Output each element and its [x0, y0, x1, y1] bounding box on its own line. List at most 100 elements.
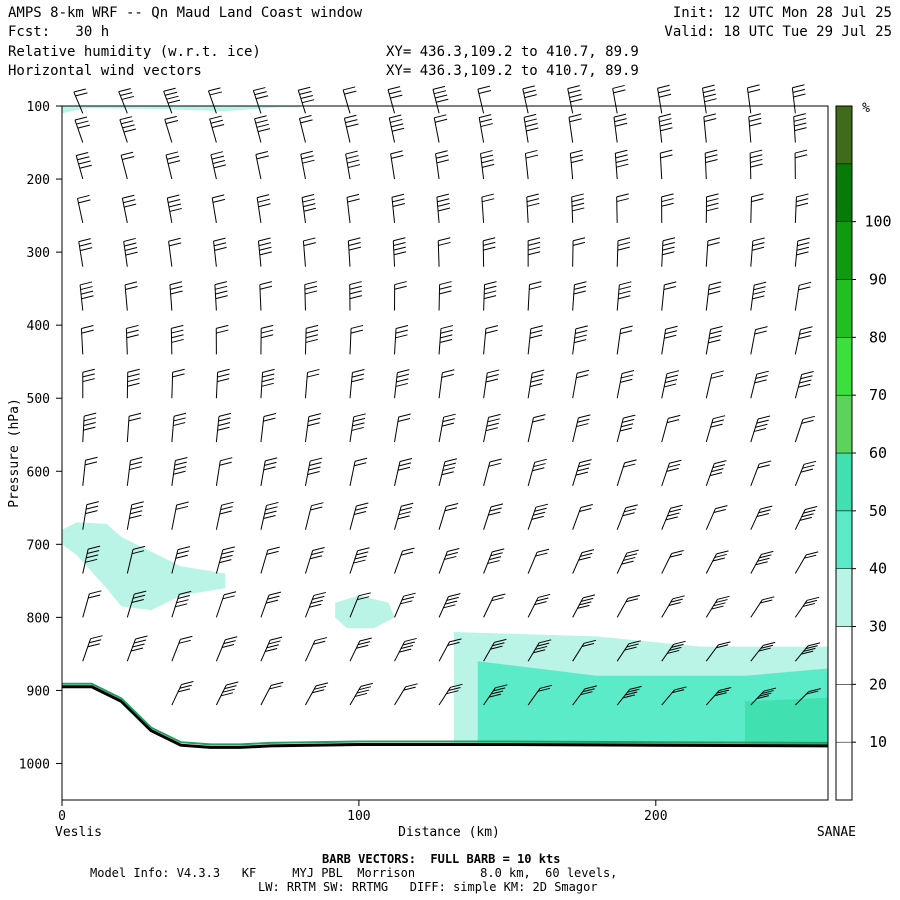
barb-flag — [82, 373, 95, 378]
barb-flag — [298, 86, 311, 91]
barb-flag — [669, 459, 682, 464]
barb-flag — [763, 687, 777, 692]
barb-flag — [617, 246, 630, 251]
barb-flag — [357, 641, 371, 646]
wind-barb — [304, 546, 325, 574]
barb-staff — [527, 462, 536, 487]
wind-barb — [82, 456, 98, 486]
barb-staff — [254, 118, 262, 143]
barb-flag — [348, 242, 361, 246]
valid-time: Valid: 18 UTC Tue 29 Jul 25 — [664, 24, 892, 40]
wind-barb — [569, 149, 584, 180]
barb-flag — [215, 290, 228, 295]
barb-staff — [616, 196, 618, 223]
barb-flag — [269, 685, 282, 690]
barb-staff — [750, 329, 756, 355]
barb-flag — [711, 605, 724, 610]
wind-barb — [260, 546, 280, 574]
wind-barb — [125, 324, 139, 355]
rh-region — [477, 661, 828, 749]
barb-flag — [172, 373, 185, 378]
barb-flag — [349, 290, 362, 295]
wind-barb — [80, 324, 94, 355]
barb-flag — [761, 690, 774, 695]
barb-flag — [747, 84, 760, 89]
wind-barb — [215, 368, 230, 399]
barb-flag — [399, 506, 413, 511]
barb-flag — [441, 422, 455, 427]
wind-barb — [209, 115, 225, 143]
wind-barb — [215, 681, 239, 706]
wind-barb — [794, 281, 812, 311]
barb-flag — [354, 457, 368, 462]
wind-barb — [750, 550, 774, 574]
barb-flag — [163, 87, 176, 92]
barb-flag — [352, 422, 365, 427]
barb-flag — [712, 415, 726, 420]
barb-staff — [297, 90, 306, 114]
barb-flag — [84, 412, 97, 417]
barb-flag — [345, 150, 358, 155]
barb-flag — [525, 149, 538, 154]
wind-barb — [304, 502, 324, 530]
vector-name: Horizontal wind vectors — [8, 63, 202, 79]
barb-staff — [527, 328, 532, 355]
barb-flag — [616, 193, 629, 198]
barb-flag — [660, 154, 673, 159]
wind-barb — [794, 688, 821, 706]
barb-flag — [529, 285, 542, 290]
barb-flag — [209, 115, 222, 120]
barb-flag — [83, 417, 97, 422]
wind-barb — [126, 368, 140, 399]
barb-flag — [798, 286, 811, 291]
barb-flag — [131, 501, 144, 506]
barb-staff — [705, 329, 712, 355]
barb-flag — [528, 237, 541, 242]
barb-staff — [171, 639, 181, 662]
barb-flag — [666, 419, 680, 424]
wind-barb — [661, 281, 677, 311]
barb-flag — [447, 641, 460, 646]
wind-barb — [794, 237, 810, 267]
barb-flag — [130, 647, 144, 652]
barb-flag — [703, 93, 716, 98]
wind-barb — [702, 84, 717, 114]
colorbar-unit: % — [862, 101, 870, 116]
barb-flag — [804, 599, 818, 604]
wind-barbs — [73, 84, 821, 706]
barb-flag — [489, 507, 502, 512]
wind-barb — [526, 193, 540, 223]
wind-barb — [746, 84, 761, 114]
barb-flag — [349, 295, 362, 300]
barb-flag — [75, 92, 88, 97]
physics-info: LW: RRTM SW: RRTMG DIFF: simple KM: 2D S… — [258, 880, 598, 894]
barb-flag — [795, 202, 809, 207]
cross-section-xy-2: XY= 436.3,109.2 to 410.7, 89.9 — [386, 63, 639, 79]
wind-barb — [342, 86, 357, 114]
terrain — [62, 682, 829, 800]
barb-flag — [223, 591, 237, 596]
barb-flag — [534, 507, 547, 512]
wind-barb — [483, 281, 497, 311]
barb-flag — [523, 113, 537, 118]
barb-flag — [80, 286, 93, 291]
barb-flag — [217, 373, 230, 378]
barb-staff — [304, 505, 312, 530]
barb-flag — [522, 85, 535, 90]
colorbar-bin — [835, 337, 853, 396]
barb-flag — [481, 193, 494, 198]
barb-staff — [705, 508, 716, 530]
wind-barb — [394, 502, 414, 530]
barb-flag — [221, 501, 234, 506]
barb-staff — [616, 462, 626, 487]
barb-flag — [307, 373, 320, 378]
barb-staff — [171, 684, 182, 706]
barb-flag — [310, 599, 323, 604]
barb-legend: BARB VECTORS: FULL BARB = 10 kts — [322, 852, 561, 866]
barb-flag — [267, 595, 280, 600]
barb-flag — [219, 559, 232, 564]
barb-flag — [402, 641, 415, 646]
barb-flag — [175, 457, 188, 462]
wind-barb — [661, 193, 674, 223]
barb-staff — [750, 240, 754, 267]
